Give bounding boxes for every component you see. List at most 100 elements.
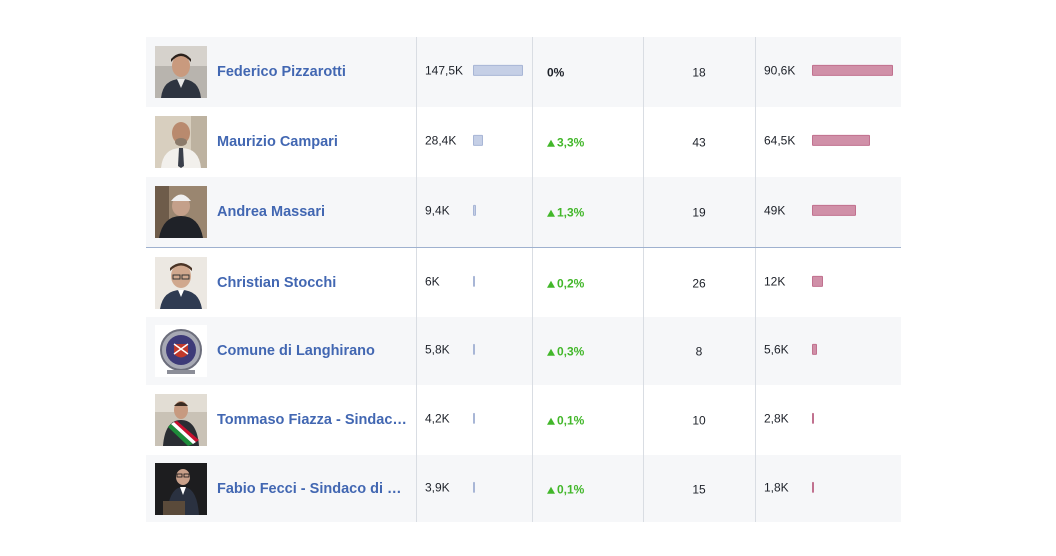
page-avatar[interactable]	[155, 325, 207, 377]
engagement-value: 64,5K	[764, 133, 796, 148]
page-name-link[interactable]: Fabio Fecci - Sindaco di Noceto	[217, 480, 409, 497]
page-name-link[interactable]: Maurizio Campari	[217, 134, 338, 150]
column-divider	[416, 107, 417, 177]
page-avatar[interactable]	[155, 116, 207, 168]
column-divider	[416, 177, 417, 247]
table-row: Christian Stocchi 6K 0,2% 26 12K	[146, 247, 901, 317]
likes-bar	[473, 64, 523, 76]
column-divider	[643, 37, 644, 107]
column-divider	[532, 455, 533, 522]
column-divider	[755, 107, 756, 177]
column-divider	[532, 107, 533, 177]
growth-value: 0,2%	[547, 276, 584, 290]
likes-value: 147,5K	[425, 63, 464, 78]
column-divider	[755, 37, 756, 107]
page-avatar[interactable]	[155, 46, 207, 98]
likes-value: 3,9K	[425, 480, 450, 495]
column-divider	[755, 317, 756, 385]
column-divider	[755, 385, 756, 455]
likes-bar	[473, 412, 475, 424]
engagement-value: 49K	[764, 203, 786, 218]
triangle-up-icon	[547, 280, 555, 288]
column-divider	[643, 107, 644, 177]
growth-value: 0,1%	[547, 414, 584, 428]
column-divider	[532, 317, 533, 385]
table-row: Andrea Massari 9,4K 1,3% 19 49K	[146, 177, 901, 247]
growth-value: 3,3%	[547, 136, 584, 150]
page-avatar[interactable]	[155, 462, 207, 515]
page-name-link[interactable]: Tommaso Fiazza - Sindaco di Collecchio	[217, 412, 409, 428]
likes-value: 5,8K	[425, 342, 450, 357]
column-divider	[643, 385, 644, 455]
growth-text: 1,3%	[557, 205, 585, 220]
column-divider	[416, 317, 417, 385]
engagement-value: 90,6K	[764, 63, 796, 78]
column-divider	[643, 177, 644, 247]
table-row: Maurizio Campari 28,4K 3,3% 43 64,5K	[146, 107, 901, 177]
growth-text: 0,3%	[557, 344, 585, 359]
page-avatar[interactable]	[155, 394, 207, 446]
column-divider	[416, 385, 417, 455]
triangle-up-icon	[547, 486, 555, 494]
engagement-bar	[812, 481, 814, 493]
column-divider	[416, 455, 417, 522]
column-divider	[755, 455, 756, 522]
triangle-up-icon	[547, 348, 555, 356]
growth-text: 0,1%	[557, 413, 585, 428]
table-row: Comune di Langhirano 5,8K 0,3% 8 5,6K	[146, 317, 901, 385]
count-value: 18	[692, 65, 706, 80]
likes-bar	[473, 204, 476, 216]
triangle-up-icon	[547, 139, 555, 147]
page-name-link[interactable]: Federico Pizzarotti	[217, 64, 346, 80]
column-divider	[532, 385, 533, 455]
column-divider	[643, 248, 644, 317]
growth-text: 0%	[547, 65, 565, 80]
likes-bar	[473, 481, 475, 493]
engagement-bar	[812, 343, 817, 355]
growth-value: 0,1%	[547, 482, 584, 496]
growth-text: 3,3%	[557, 135, 585, 150]
pages-comparison-table: Federico Pizzarotti 147,5K 0% 18 90,6K Mauriz…	[146, 37, 901, 522]
engagement-bar	[812, 64, 893, 76]
likes-bar	[473, 275, 475, 287]
growth-value: 0%	[547, 66, 564, 80]
column-divider	[532, 248, 533, 317]
column-divider	[532, 177, 533, 247]
likes-value: 4,2K	[425, 411, 450, 426]
likes-value: 28,4K	[425, 133, 457, 148]
table-row: Tommaso Fiazza - Sindaco di Collecchio 4,…	[146, 385, 901, 455]
growth-text: 0,1%	[557, 482, 585, 497]
table-row: Federico Pizzarotti 147,5K 0% 18 90,6K	[146, 37, 901, 107]
count-value: 8	[695, 344, 703, 359]
growth-value: 1,3%	[547, 206, 584, 220]
engagement-value: 2,8K	[764, 411, 789, 426]
column-divider	[643, 455, 644, 522]
engagement-bar	[812, 412, 814, 424]
column-divider	[755, 248, 756, 317]
column-divider	[643, 317, 644, 385]
count-value: 19	[692, 205, 706, 220]
count-value: 15	[692, 482, 706, 497]
count-value: 10	[692, 413, 706, 428]
column-divider	[416, 37, 417, 107]
engagement-value: 12K	[764, 274, 786, 289]
page-avatar[interactable]	[155, 186, 207, 238]
page-name-link[interactable]: Comune di Langhirano	[217, 343, 375, 359]
likes-value: 6K	[425, 274, 440, 289]
engagement-bar	[812, 275, 823, 287]
page-name-link[interactable]: Christian Stocchi	[217, 274, 337, 291]
engagement-bar	[812, 134, 870, 146]
table-row: Fabio Fecci - Sindaco di Noceto 3,9K 0,1% 1…	[146, 455, 901, 522]
column-divider	[532, 37, 533, 107]
likes-bar	[473, 134, 483, 146]
page-avatar[interactable]	[155, 256, 207, 309]
page-name-link[interactable]: Andrea Massari	[217, 204, 325, 220]
engagement-value: 1,8K	[764, 480, 789, 495]
growth-text: 0,2%	[557, 276, 585, 291]
count-value: 26	[692, 276, 706, 291]
engagement-value: 5,6K	[764, 342, 789, 357]
engagement-bar	[812, 204, 856, 216]
growth-value: 0,3%	[547, 345, 584, 359]
triangle-up-icon	[547, 417, 555, 425]
column-divider	[416, 248, 417, 317]
